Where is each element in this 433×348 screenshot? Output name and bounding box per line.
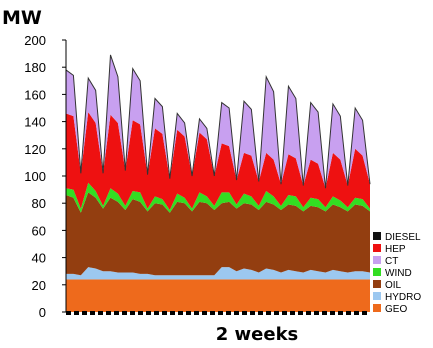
legend-label-ct: CT (385, 256, 398, 267)
y-tick-label: 180 (24, 60, 46, 75)
legend-label-hydro: HYDRO (385, 292, 421, 303)
legend-swatch-diesel (373, 232, 381, 240)
y-tick-label: 160 (24, 87, 46, 102)
y-tick-label: 20 (32, 278, 46, 293)
y-axis: 0 20 40 60 80 100 120 140 160 180 200 (24, 33, 67, 320)
y-tick-label: 140 (24, 115, 46, 130)
area-oil (66, 192, 370, 276)
y-axis-unit-label: MW (2, 7, 42, 29)
legend-label-diesel: DIESEL (385, 232, 421, 243)
legend-swatch-oil (373, 280, 381, 288)
total-load-line (65, 54, 371, 189)
y-tick-label: 100 (24, 169, 46, 184)
legend-label-oil: OIL (385, 280, 402, 291)
area-layers (66, 54, 370, 312)
y-tick-label: 80 (32, 196, 46, 211)
legend-label-wind: WIND (385, 268, 412, 279)
legend-swatch-geo (373, 304, 381, 312)
area-wind (66, 182, 370, 213)
y-tick-label: 60 (32, 223, 46, 238)
legend-label-hep: HEP (385, 244, 406, 255)
y-tick-label: 200 (24, 33, 46, 48)
x-axis-label: 2 weeks (216, 324, 299, 345)
area-ct (66, 54, 370, 189)
area-geo (66, 279, 370, 312)
y-tick-label: 40 (32, 251, 46, 266)
area-hep (66, 112, 370, 210)
y-tick-label: 0 (39, 305, 46, 320)
legend-swatch-hep (373, 244, 381, 252)
area-hydro (66, 267, 370, 280)
legend-label-geo: GEO (385, 304, 407, 315)
legend-swatch-hydro (373, 292, 381, 300)
y-tick-label: 120 (24, 142, 46, 157)
top-outline (65, 54, 371, 189)
legend-swatch-wind (373, 268, 381, 276)
legend-swatch-ct (373, 256, 381, 264)
